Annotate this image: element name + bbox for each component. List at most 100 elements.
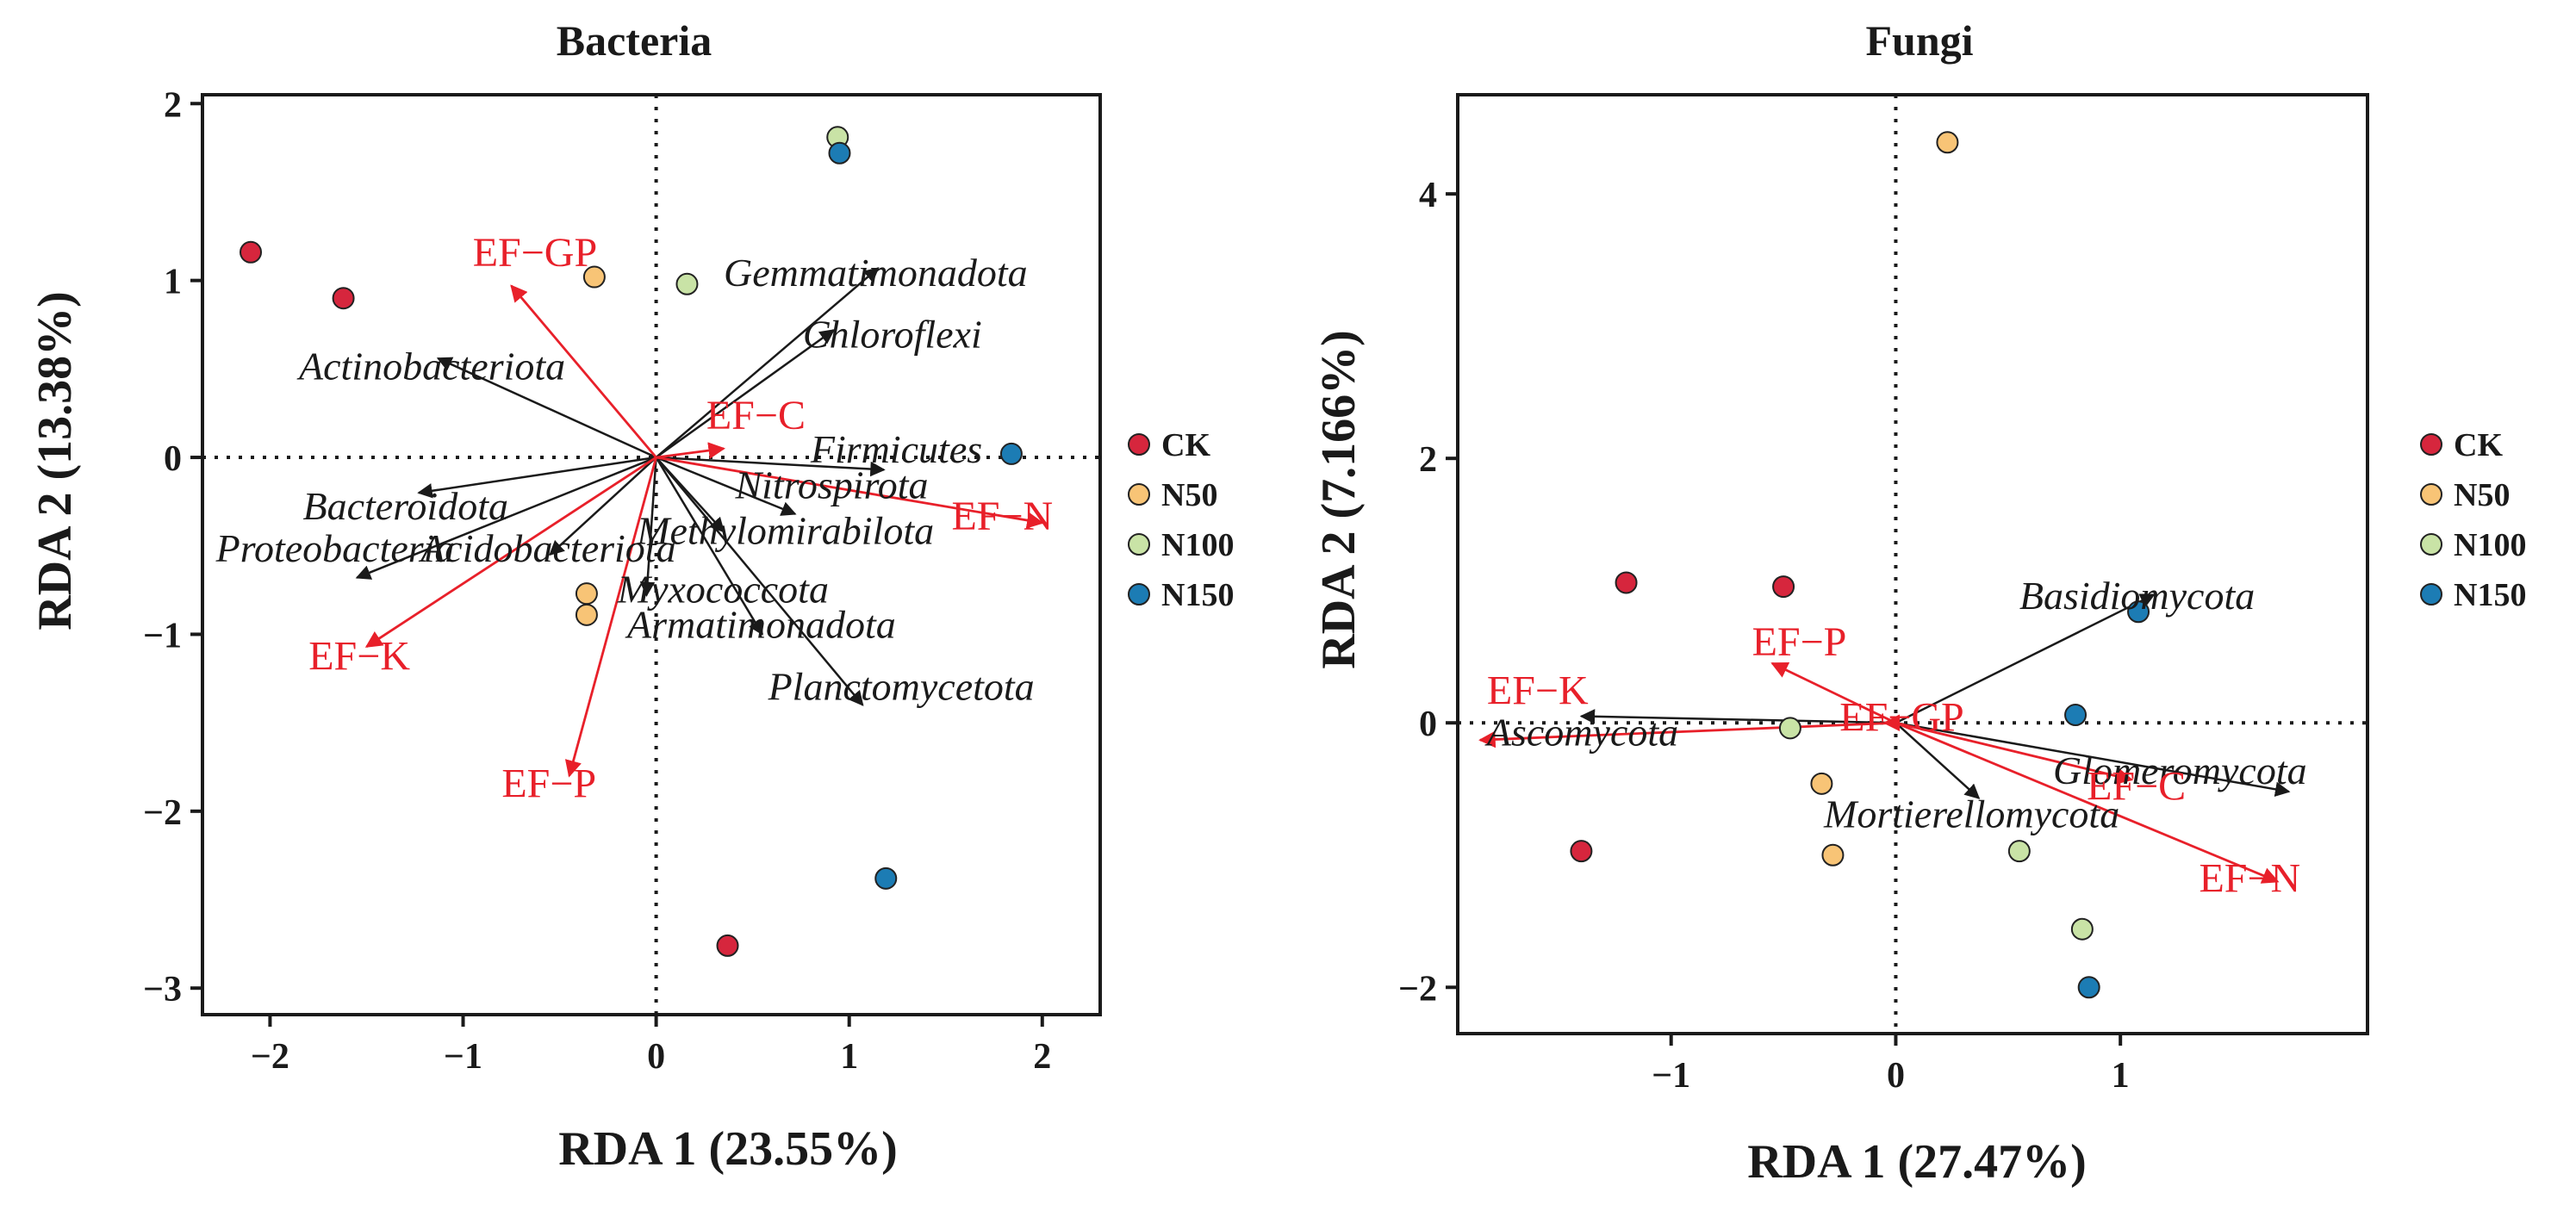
- species-arrow-chloroflexi: [655, 329, 836, 459]
- species-arrow-planctomycetota: [655, 457, 864, 706]
- legend-label-ck: CK: [1161, 427, 1210, 463]
- species-label-myxococcota: Myxococcota: [617, 567, 829, 611]
- legend-label-n100: N100: [2454, 527, 2526, 563]
- plot-frame: [1456, 93, 2369, 1035]
- point-n150: [2127, 600, 2150, 624]
- x-tick-label: 0: [647, 1037, 665, 1077]
- species-label-actinobacteriota: Actinobacteriota: [296, 345, 565, 388]
- x-axis-label: RDA 1 (23.55%): [558, 1122, 898, 1176]
- point-ck: [1772, 575, 1795, 599]
- env-arrow-ef-c: [656, 442, 725, 459]
- species-label-nitrospirota: Nitrospirota: [734, 463, 928, 506]
- y-tick-label: 0: [1419, 705, 1437, 744]
- point-ck: [332, 287, 355, 310]
- env-label-ef-p: EF−P: [1752, 619, 1847, 665]
- y-tick-label: 1: [164, 263, 182, 302]
- x-tick-label: −1: [444, 1037, 482, 1077]
- species-label-mortierellomycota: Mortierellomycota: [1823, 792, 2119, 836]
- point-n50: [1810, 772, 1833, 795]
- env-label-ef-k: EF−K: [1487, 668, 1589, 714]
- y-tick-label: 2: [164, 85, 182, 125]
- legend-label-n50: N50: [2454, 477, 2510, 513]
- species-arrow-basidiomycota: [1895, 593, 2156, 724]
- x-tick-label: 1: [2112, 1056, 2130, 1096]
- species-label-proteobacteria: Proteobacteria: [215, 526, 455, 570]
- chart-title: Fungi: [1865, 16, 1973, 65]
- legend-marker-ck: [2420, 433, 2442, 456]
- legend-marker-n50: [1128, 483, 1150, 506]
- species-label-firmicutes: Firmicutes: [810, 427, 982, 471]
- x-tick-label: 0: [1887, 1056, 1905, 1096]
- species-label-basidiomycota: Basidiomycota: [2019, 574, 2255, 618]
- env-label-ef-p: EF−P: [501, 761, 596, 806]
- species-label-armatimonadota: Armatimonadota: [625, 603, 896, 647]
- y-tick-label: −1: [143, 616, 182, 655]
- x-tick-label: 2: [1033, 1037, 1051, 1077]
- point-n150: [2064, 704, 2088, 727]
- species-arrow-firmicutes: [656, 456, 886, 477]
- legend-marker-n150: [2420, 583, 2442, 606]
- y-tick-label: 0: [164, 439, 182, 479]
- point-ck: [1570, 840, 1593, 863]
- x-tick-label: −1: [1652, 1056, 1690, 1096]
- y-tick-label: −2: [143, 793, 182, 833]
- y-tick-label: −3: [143, 970, 182, 1009]
- legend-marker-ck: [1128, 433, 1150, 456]
- env-label-ef-c: EF−C: [706, 393, 806, 438]
- env-label-ef-n: EF−N: [2199, 856, 2300, 902]
- point-ck: [240, 240, 263, 264]
- env-label-ef-c: EF−C: [2087, 763, 2186, 809]
- fungi-panel: Fungi RDA 1 (27.47%) RDA 2 (7.166%) Basi…: [1312, 16, 2526, 1189]
- point-n50: [582, 265, 606, 289]
- env-label-ef-k: EF−K: [308, 634, 410, 680]
- point-ck: [716, 934, 739, 957]
- env-arrow-ef-c: [1895, 721, 2134, 785]
- env-arrow-ef-gp: [510, 284, 657, 458]
- env-arrow-ef-n: [1895, 721, 2280, 884]
- point-n50: [575, 582, 598, 606]
- species-label-bacteroidota: Bacteroidota: [303, 484, 508, 528]
- species-label-acidobacteriota: Acidobacteriota: [418, 526, 675, 570]
- point-n150: [828, 141, 851, 165]
- point-n100: [675, 272, 699, 295]
- legend-marker-n100: [2420, 533, 2442, 556]
- env-label-ef-gp: EF−GP: [473, 230, 597, 276]
- species-label-ascomycota: Ascomycota: [1484, 710, 1678, 754]
- env-arrow-ef-k: [1478, 721, 1896, 748]
- species-arrow-gemmatimonadota: [655, 267, 880, 458]
- point-n100: [2070, 917, 2094, 941]
- point-n150: [874, 866, 898, 890]
- species-label-planctomycetota: Planctomycetota: [768, 664, 1035, 708]
- legend-marker-n50: [2420, 483, 2442, 506]
- species-arrow-armatimonadota: [655, 457, 763, 636]
- species-arrow-proteobacteria: [355, 456, 657, 580]
- point-n50: [575, 603, 598, 626]
- species-arrow-myxococcota: [639, 457, 657, 597]
- species-arrow-nitrospirota: [656, 456, 797, 516]
- env-label-ef-n: EF−N: [951, 494, 1053, 539]
- plot-frame: [201, 93, 1102, 1016]
- env-arrow-ef-k: [364, 456, 657, 648]
- legend-label-n150: N150: [1161, 577, 1234, 613]
- point-n150: [999, 442, 1023, 465]
- species-label-methylomirabilota: Methylomirabilota: [636, 509, 934, 553]
- point-ck: [1615, 571, 1638, 594]
- legend-label-ck: CK: [2454, 427, 2503, 463]
- env-arrow-ef-p: [1770, 662, 1897, 724]
- point-n100: [1778, 717, 1801, 740]
- y-axis-label: RDA 2 (7.166%): [1312, 330, 1366, 669]
- legend-label-n50: N50: [1161, 477, 1217, 513]
- x-tick-label: −2: [251, 1037, 289, 1077]
- point-n100: [2007, 840, 2031, 863]
- species-arrow-acidobacteriota: [549, 457, 657, 556]
- bacteria-panel: Bacteria RDA 1 (23.55%) RDA 2 (13.38%) G…: [28, 16, 1234, 1176]
- y-tick-label: 2: [1419, 440, 1437, 480]
- y-tick-label: −2: [1398, 969, 1437, 1009]
- species-arrow-bacteroidota: [417, 456, 656, 499]
- legend-marker-n100: [1128, 533, 1150, 556]
- env-arrow-ef-n: [656, 456, 1044, 529]
- point-n50: [1936, 131, 1959, 154]
- species-label-chloroflexi: Chloroflexi: [803, 313, 982, 357]
- species-arrow-actinobacteriota: [436, 357, 657, 459]
